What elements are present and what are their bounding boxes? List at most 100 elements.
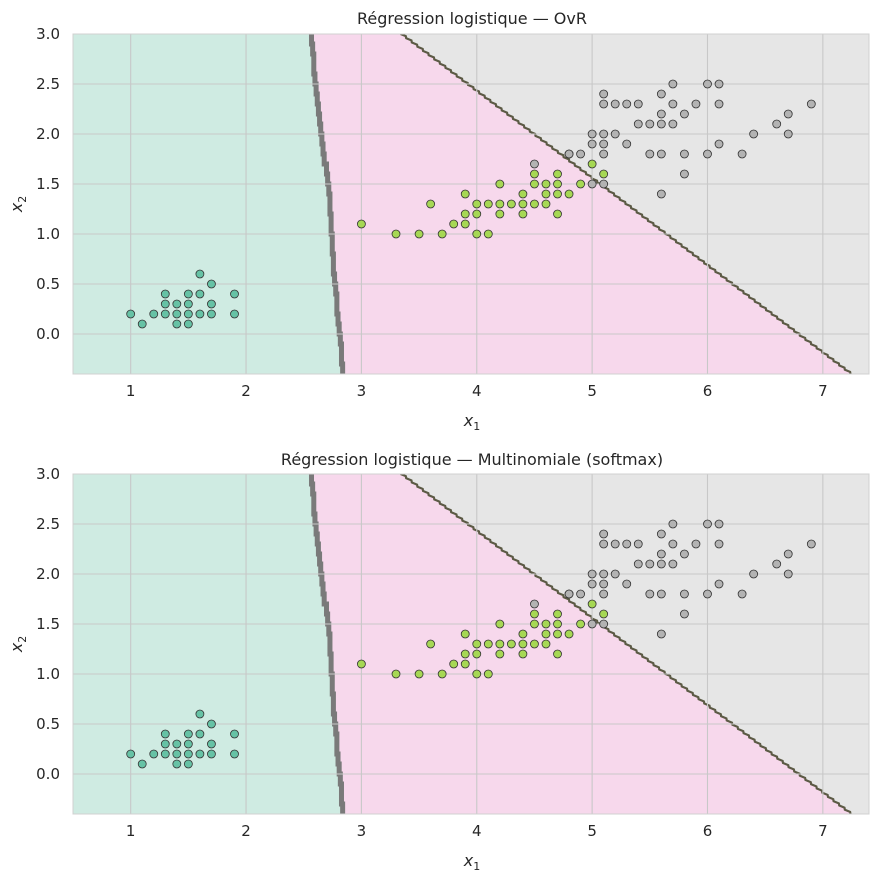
point-virginica [576,149,585,159]
point-virginica [610,569,620,579]
point-virginica [772,559,782,569]
point-versicolor [437,669,447,679]
point-versicolor [460,209,470,219]
point-setosa [160,289,170,299]
ytick-label: 2.5 [36,515,60,533]
point-setosa [160,749,170,759]
point-versicolor [472,639,482,649]
axes-frame [72,33,870,375]
point-versicolor [472,229,482,239]
point-virginica [737,589,747,599]
point-setosa [183,289,193,299]
point-setosa [160,729,170,739]
point-setosa [195,709,205,719]
xtick-label: 6 [703,382,713,400]
point-versicolor [541,199,551,209]
point-virginica [599,139,609,149]
point-virginica [680,609,689,619]
point-virginica [668,119,678,129]
xtick-label: 4 [472,382,482,400]
point-virginica [656,149,666,159]
point-versicolor [553,649,562,659]
point-virginica [633,99,643,109]
point-setosa [126,309,136,319]
point-setosa [183,309,193,319]
point-versicolor [495,179,505,189]
chart-title-multinomial: Régression logistique — Multinomiale (so… [281,450,663,469]
point-setosa [207,719,216,729]
point-versicolor [472,209,482,219]
grid-ovr [73,34,869,374]
point-virginica [668,79,678,89]
point-setosa [207,309,216,319]
point-virginica [587,619,597,629]
region-setosa [73,34,342,374]
point-virginica [656,629,666,639]
point-virginica [714,579,724,589]
point-versicolor [460,219,470,229]
point-setosa [230,729,239,739]
xtick-label: 5 [587,382,597,400]
point-virginica [564,149,574,159]
point-setosa [183,749,193,759]
point-versicolor [460,629,470,639]
point-virginica [656,89,666,99]
ytick-label: 2.0 [36,125,60,143]
point-virginica [668,559,678,569]
point-versicolor [541,629,551,639]
point-versicolor [541,639,551,649]
point-versicolor [599,169,609,179]
point-virginica [737,149,747,159]
point-versicolor [472,199,482,209]
point-virginica [680,109,689,119]
xtick-label: 3 [357,822,367,840]
point-virginica [703,519,712,529]
point-versicolor [472,669,482,679]
boundary-setosa-versicolor [308,474,346,814]
point-setosa [172,759,182,769]
point-setosa [126,749,136,759]
xtick-label: 6 [703,822,713,840]
point-virginica [656,189,666,199]
point-versicolor [576,619,585,629]
ytick-label: 0.5 [36,275,60,293]
point-versicolor [576,179,585,189]
xtick-label: 4 [472,822,482,840]
point-setosa [172,739,182,749]
point-versicolor [564,629,574,639]
point-virginica [668,519,678,529]
point-virginica [610,539,620,549]
point-versicolor [495,639,505,649]
point-virginica [714,99,724,109]
boundary-setosa-versicolor [308,34,346,374]
point-setosa [183,739,193,749]
point-versicolor [437,229,447,239]
point-virginica [703,149,712,159]
point-virginica [576,589,585,599]
point-virginica [656,559,666,569]
ytick-label: 1.0 [36,665,60,683]
point-virginica [806,99,816,109]
point-virginica [599,129,609,139]
point-versicolor [460,189,470,199]
point-virginica [622,139,632,149]
point-setosa [195,729,205,739]
point-virginica [599,89,609,99]
point-setosa [172,299,182,309]
point-virginica [645,559,655,569]
xtick-label: 7 [818,382,828,400]
point-setosa [172,309,182,319]
point-setosa [160,739,170,749]
point-versicolor [587,599,597,609]
point-versicolor [553,189,562,199]
point-versicolor [518,649,528,659]
series-setosa [126,269,239,329]
point-virginica [772,119,782,129]
xlabel-ovr: x1 [463,411,480,433]
point-versicolor [553,209,562,219]
point-virginica [645,119,655,129]
point-setosa [207,739,216,749]
xtick-label: 2 [241,822,251,840]
point-versicolor [483,639,493,649]
point-versicolor [414,669,424,679]
